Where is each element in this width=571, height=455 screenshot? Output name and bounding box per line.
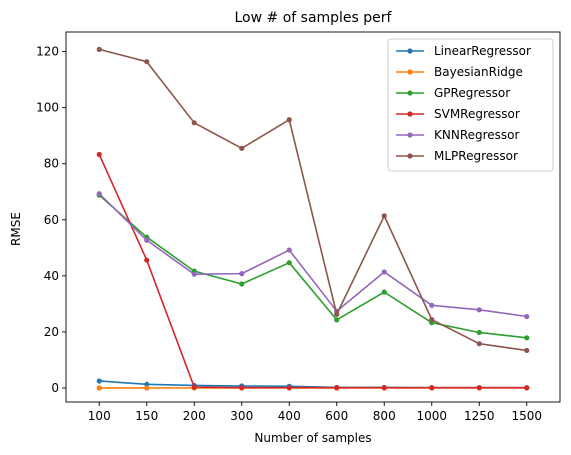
legend-marker-bayesianridge — [407, 69, 413, 75]
x-tick-label: 1250 — [464, 409, 495, 423]
x-tick-label: 1000 — [416, 409, 447, 423]
data-point-mlpregressor — [286, 117, 292, 123]
data-point-gpregressor — [239, 281, 245, 287]
x-tick-label: 200 — [183, 409, 206, 423]
data-point-knnregressor — [286, 247, 292, 253]
data-point-svmregressor — [429, 385, 435, 391]
y-tick-label: 120 — [36, 45, 59, 59]
x-tick-label: 400 — [278, 409, 301, 423]
data-point-bayesianridge — [144, 385, 150, 391]
y-tick-label: 0 — [51, 381, 59, 395]
data-point-mlpregressor — [191, 120, 197, 126]
data-point-svmregressor — [144, 257, 150, 263]
y-tick-label: 60 — [44, 213, 59, 227]
legend-box — [387, 38, 554, 172]
y-tick-label: 20 — [44, 325, 59, 339]
data-point-gpregressor — [476, 329, 482, 336]
series-line-svmregressor — [98, 154, 527, 389]
data-point-bayesianridge — [96, 385, 102, 391]
data-point-linearregressor — [144, 381, 150, 387]
data-point-svmregressor — [476, 385, 482, 391]
legend-entry-linearregressor: LinearRegressor — [434, 44, 531, 58]
data-point-knnregressor — [476, 307, 482, 313]
legend-entry-gpregressor: GPRegressor — [434, 86, 510, 100]
data-point-knnregressor — [144, 237, 150, 243]
data-point-knnregressor — [429, 302, 435, 308]
data-point-svmregressor — [191, 384, 197, 390]
data-point-mlpregressor — [96, 46, 102, 52]
data-point-svmregressor — [96, 151, 102, 158]
data-point-gpregressor — [286, 260, 292, 266]
axes-frame — [65, 31, 561, 403]
data-point-knnregressor — [524, 313, 530, 320]
data-point-mlpregressor — [381, 213, 387, 219]
x-tick-label: 100 — [88, 409, 111, 423]
data-point-svmregressor — [381, 385, 387, 391]
legend: LinearRegressor BayesianRidge GPRegressor S… — [387, 38, 554, 172]
legend-entry-mlpregressor: MLPRegressor — [434, 149, 518, 163]
legend-entry-svmregressor: SVMRegressor — [434, 107, 520, 121]
data-point-knnregressor — [191, 271, 197, 277]
y-axis-label: RMSE — [9, 212, 23, 246]
series-line-mlpregressor — [99, 48, 527, 352]
data-point-mlpregressor — [239, 145, 245, 151]
legend-marker-mlpregressor — [407, 153, 413, 159]
legend-entry-bayesianridge: BayesianRidge — [434, 65, 523, 79]
plot-area: 100 150 200 300 400 600 800 1000 1250 1500 0 20 40 60… — [36, 31, 561, 423]
data-point-mlpregressor — [429, 316, 435, 323]
data-point-knnregressor — [239, 271, 245, 277]
x-tick-label: 1500 — [511, 409, 542, 423]
x-axis-label: Number of samples — [254, 431, 371, 445]
x-tick-label: 800 — [373, 409, 396, 423]
data-point-svmregressor — [286, 385, 292, 391]
data-point-gpregressor — [381, 289, 387, 295]
data-point-linearregressor — [96, 378, 102, 384]
series-line-knnregressor — [98, 193, 527, 318]
chart-title: Low # of samples perf — [235, 10, 393, 26]
legend-entry-knnregressor: KNNRegressor — [434, 128, 520, 142]
data-point-mlpregressor — [144, 59, 150, 65]
y-tick-label: 100 — [36, 101, 59, 115]
data-point-gpregressor — [334, 317, 340, 323]
y-tick-label: 40 — [44, 269, 59, 283]
data-point-mlpregressor — [334, 311, 340, 317]
data-point-svmregressor — [524, 385, 530, 391]
x-tick-label: 300 — [230, 409, 253, 423]
data-point-svmregressor — [239, 385, 245, 391]
data-point-mlpregressor — [476, 341, 482, 347]
data-point-svmregressor — [334, 385, 340, 391]
legend-marker-linearregressor — [407, 48, 413, 54]
data-point-gpregressor — [524, 335, 530, 341]
data-point-knnregressor — [381, 269, 387, 275]
legend-marker-knnregressor — [407, 132, 413, 138]
x-tick-label: 600 — [325, 409, 348, 423]
data-point-mlpregressor — [524, 347, 530, 354]
series-line-linearregressor — [99, 380, 527, 389]
series-line-gpregressor — [98, 194, 527, 339]
y-tick-label: 80 — [44, 157, 59, 171]
data-point-knnregressor — [96, 191, 102, 197]
x-tick-label: 150 — [135, 409, 158, 423]
legend-marker-svmregressor — [407, 111, 413, 117]
legend-marker-gpregressor — [407, 90, 413, 96]
